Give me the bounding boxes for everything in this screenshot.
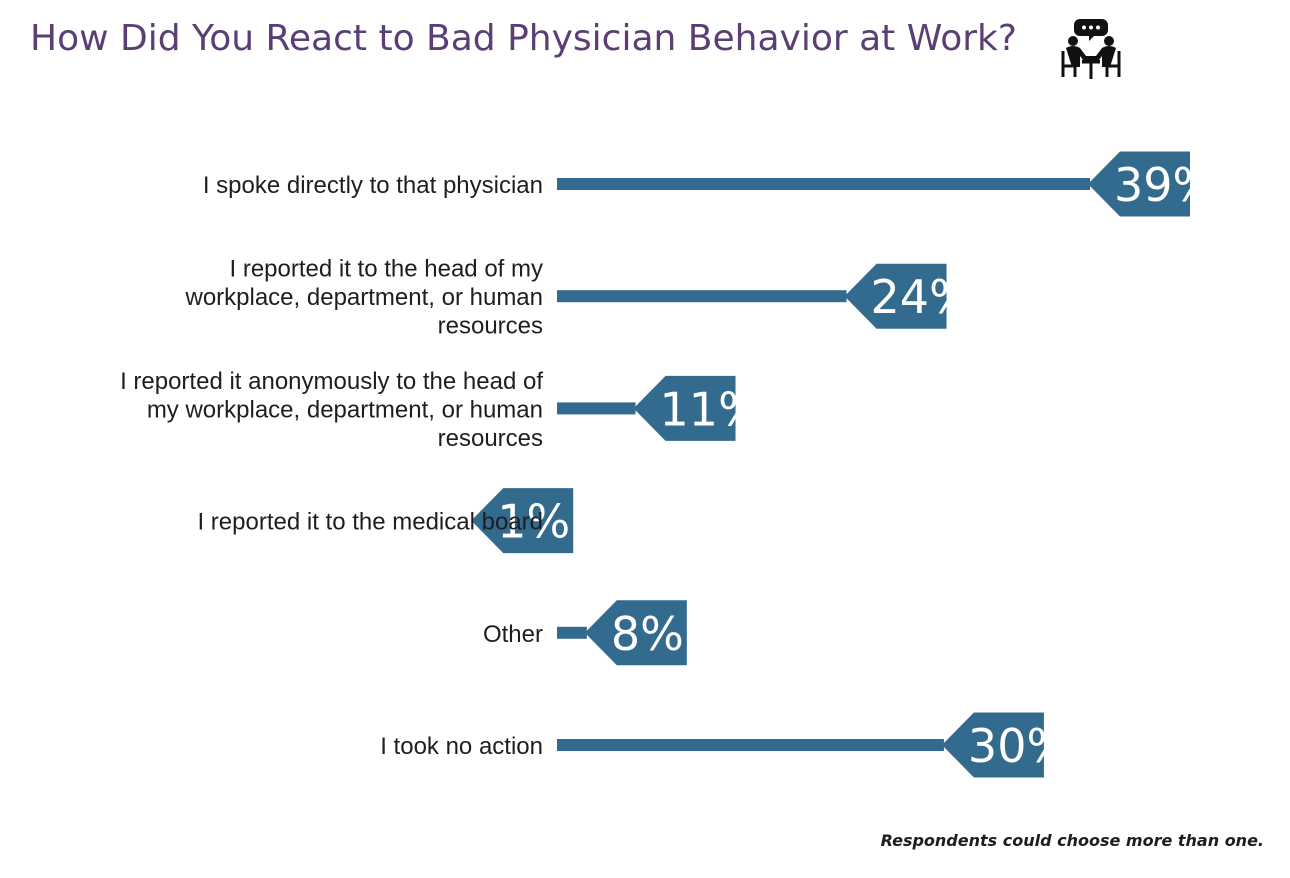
bar-stem — [557, 739, 944, 751]
bar-stem — [557, 626, 587, 639]
category-label: resources — [438, 313, 543, 340]
bar-stem — [557, 178, 1090, 190]
category-label: I took no action — [380, 733, 543, 760]
bar — [471, 488, 574, 554]
meeting-conversation-icon — [1061, 19, 1121, 79]
category-label: workplace, department, or human — [184, 284, 543, 311]
category-label: I reported it to the head of my — [229, 256, 543, 283]
bar — [941, 712, 1044, 778]
bar-value-label: 1% — [497, 495, 570, 549]
category-label: I spoke directly to that physician — [203, 172, 543, 199]
bar-value-label: 8% — [611, 607, 684, 661]
bar-value-label: 39% — [1114, 158, 1216, 212]
bar-stem — [557, 290, 847, 303]
category-label: I reported it anonymously to the head of — [120, 368, 543, 395]
bar-value-label: 24% — [871, 270, 973, 324]
bar-value-label: 30% — [968, 719, 1070, 773]
bar — [1088, 151, 1190, 217]
bar-value-label: 11% — [660, 382, 762, 436]
footnote: Respondents could choose more than one. — [880, 831, 1264, 850]
category-label: resources — [438, 425, 543, 452]
bar-stem — [557, 402, 636, 415]
category-label: Other — [483, 621, 543, 648]
category-label: I reported it to the medical board — [197, 509, 543, 536]
chart-title: How Did You React to Bad Physician Behav… — [30, 18, 1017, 59]
bar — [584, 600, 687, 666]
bar — [844, 263, 947, 329]
bar — [633, 375, 736, 441]
category-label: my workplace, department, or human — [147, 396, 543, 423]
